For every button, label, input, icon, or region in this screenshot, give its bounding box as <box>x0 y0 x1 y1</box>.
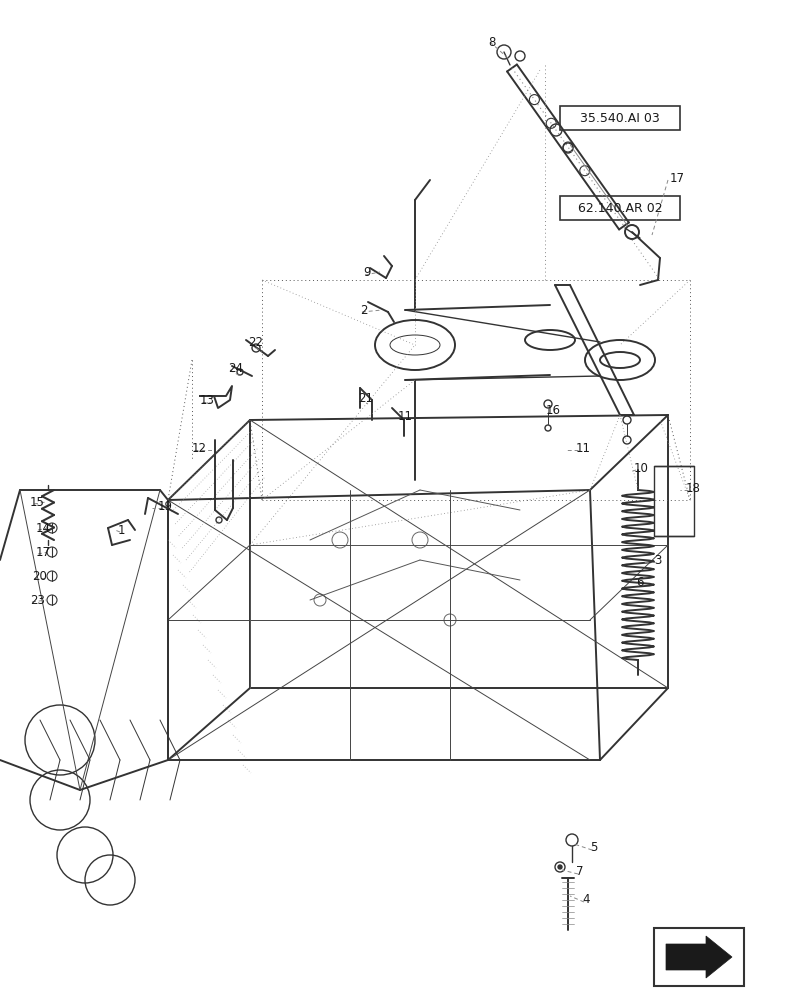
Text: 17: 17 <box>36 546 51 558</box>
Text: 62.140.AR 02: 62.140.AR 02 <box>577 202 662 215</box>
Text: 10: 10 <box>633 462 648 475</box>
Text: 15: 15 <box>30 495 45 508</box>
Text: 35.540.AI 03: 35.540.AI 03 <box>579 112 659 125</box>
Text: 23: 23 <box>30 593 45 606</box>
Text: 6: 6 <box>635 576 642 588</box>
Text: 12: 12 <box>191 442 207 454</box>
Text: 20: 20 <box>32 570 47 582</box>
Text: 11: 11 <box>575 442 590 454</box>
Text: 8: 8 <box>487 36 495 49</box>
Text: 14: 14 <box>36 522 51 534</box>
Text: 9: 9 <box>363 266 370 279</box>
Bar <box>653 466 693 536</box>
Text: 7: 7 <box>575 865 583 878</box>
Circle shape <box>557 865 561 869</box>
Text: 24: 24 <box>228 361 242 374</box>
Bar <box>560 106 679 130</box>
Text: 2: 2 <box>359 304 367 316</box>
Bar <box>560 196 679 220</box>
Text: 18: 18 <box>685 482 700 494</box>
Text: 16: 16 <box>545 403 560 416</box>
Text: 22: 22 <box>247 336 263 349</box>
Text: 17: 17 <box>669 172 684 185</box>
Text: 4: 4 <box>581 893 589 906</box>
Text: 13: 13 <box>200 393 215 406</box>
Text: 21: 21 <box>358 391 372 404</box>
Text: 5: 5 <box>590 841 597 854</box>
Text: 11: 11 <box>397 410 413 422</box>
Text: 1: 1 <box>118 524 126 536</box>
Text: 3: 3 <box>653 554 661 566</box>
Bar <box>653 928 743 986</box>
Text: 19: 19 <box>158 499 173 512</box>
Polygon shape <box>665 936 731 978</box>
